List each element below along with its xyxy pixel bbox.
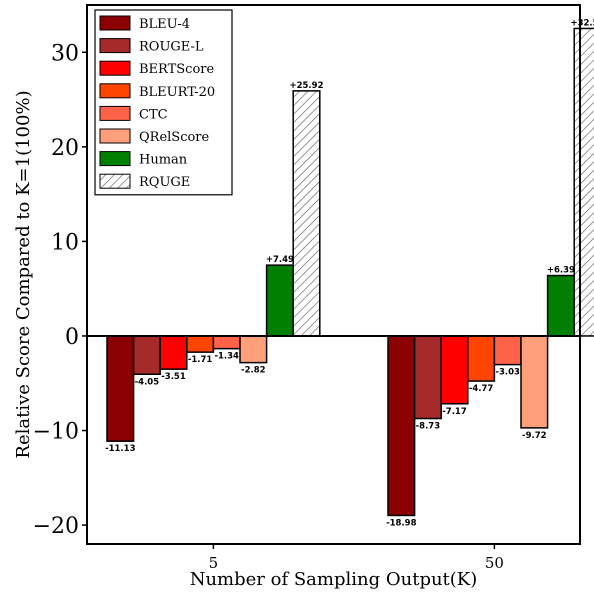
x-axis-title: Number of Sampling Output(K) bbox=[190, 569, 478, 590]
data-labels-layer: -11.13 -18.98 -4.05 -8.73 -3.51 -7.17 -1.71 -4.… bbox=[105, 18, 594, 528]
data-label: +6.39 bbox=[547, 266, 575, 276]
bar-ctc-k5 bbox=[212, 335, 241, 350]
data-label: -9.72 bbox=[522, 431, 547, 441]
legend-swatch-bleu-4 bbox=[99, 15, 131, 31]
data-label: +25.92 bbox=[289, 81, 323, 91]
legend-label: QRelScore bbox=[139, 130, 210, 145]
legend-swatch-bertscore bbox=[99, 60, 131, 76]
data-label: -4.05 bbox=[135, 377, 160, 387]
data-label: -1.34 bbox=[214, 352, 239, 362]
y-tick-label: 20 bbox=[51, 136, 79, 161]
data-label: -7.17 bbox=[442, 407, 467, 417]
legend-swatch-bleurt-20 bbox=[99, 83, 131, 99]
bar-bleurt-20-k5 bbox=[186, 335, 215, 353]
legend-label: BLEU-4 bbox=[139, 17, 190, 32]
bar-ctc-k50 bbox=[493, 335, 522, 366]
y-tick-label: 30 bbox=[51, 41, 79, 66]
legend-label: CTC bbox=[139, 107, 168, 122]
bar-bertscore-k50 bbox=[440, 335, 469, 405]
y-tick-label: −20 bbox=[33, 514, 79, 539]
legend-swatch-qrelscore bbox=[99, 128, 131, 144]
bar-bleurt-20-k50 bbox=[467, 335, 496, 382]
y-axis-title: Relative Score Compared to K=1(100%) bbox=[13, 90, 34, 458]
data-label: -2.82 bbox=[241, 366, 266, 376]
axes-layer: −20 −10 0 10 20 30 5 50 bbox=[33, 4, 581, 572]
bar-bertscore-k5 bbox=[159, 335, 188, 370]
data-label: -1.71 bbox=[188, 355, 213, 365]
x-tick-label: 50 bbox=[485, 554, 504, 572]
legend-swatch-ctc bbox=[99, 105, 131, 121]
data-label: -3.03 bbox=[495, 368, 520, 378]
x-tick-label: 5 bbox=[209, 554, 219, 572]
legend-swatch-rouge-l bbox=[99, 38, 131, 54]
bars-layer bbox=[106, 27, 594, 517]
data-label: +32.52 bbox=[570, 18, 594, 28]
data-label: -3.51 bbox=[161, 372, 186, 382]
bar-rouge-l-k5 bbox=[132, 335, 161, 376]
y-tick-label: 10 bbox=[51, 230, 79, 255]
legend-label: Human bbox=[139, 153, 188, 168]
legend-label: RQUGE bbox=[139, 175, 190, 190]
y-tick-label: 0 bbox=[65, 325, 79, 350]
legend-label: ROUGE-L bbox=[139, 40, 204, 55]
bar-bleu-4-k50 bbox=[387, 335, 416, 517]
data-label: -18.98 bbox=[386, 518, 416, 528]
bar-bleu-4-k5 bbox=[106, 335, 135, 442]
legend-swatch-rquge bbox=[99, 173, 131, 189]
bar-rquge-k5 bbox=[292, 90, 321, 337]
bar-rouge-l-k50 bbox=[413, 335, 442, 420]
legend: BLEU-4 ROUGE-L BERTScore BLEURT-20 CTC QRelSc… bbox=[94, 9, 233, 196]
legend-label: BERTScore bbox=[139, 62, 215, 77]
bar-human-k5 bbox=[265, 264, 294, 337]
data-label: -4.77 bbox=[469, 384, 494, 394]
y-tick-label: −10 bbox=[33, 420, 79, 445]
plot-frame bbox=[86, 4, 581, 545]
legend-swatch-human bbox=[99, 151, 131, 167]
bar-human-k50 bbox=[546, 274, 575, 337]
data-label: -8.73 bbox=[416, 422, 441, 432]
legend-label: BLEURT-20 bbox=[139, 85, 215, 100]
data-label: +7.49 bbox=[266, 255, 294, 265]
bar-qrelscore-k5 bbox=[239, 335, 268, 364]
data-label: -11.13 bbox=[105, 444, 135, 454]
bar-rquge-k50 bbox=[573, 27, 594, 337]
bar-qrelscore-k50 bbox=[520, 335, 549, 429]
